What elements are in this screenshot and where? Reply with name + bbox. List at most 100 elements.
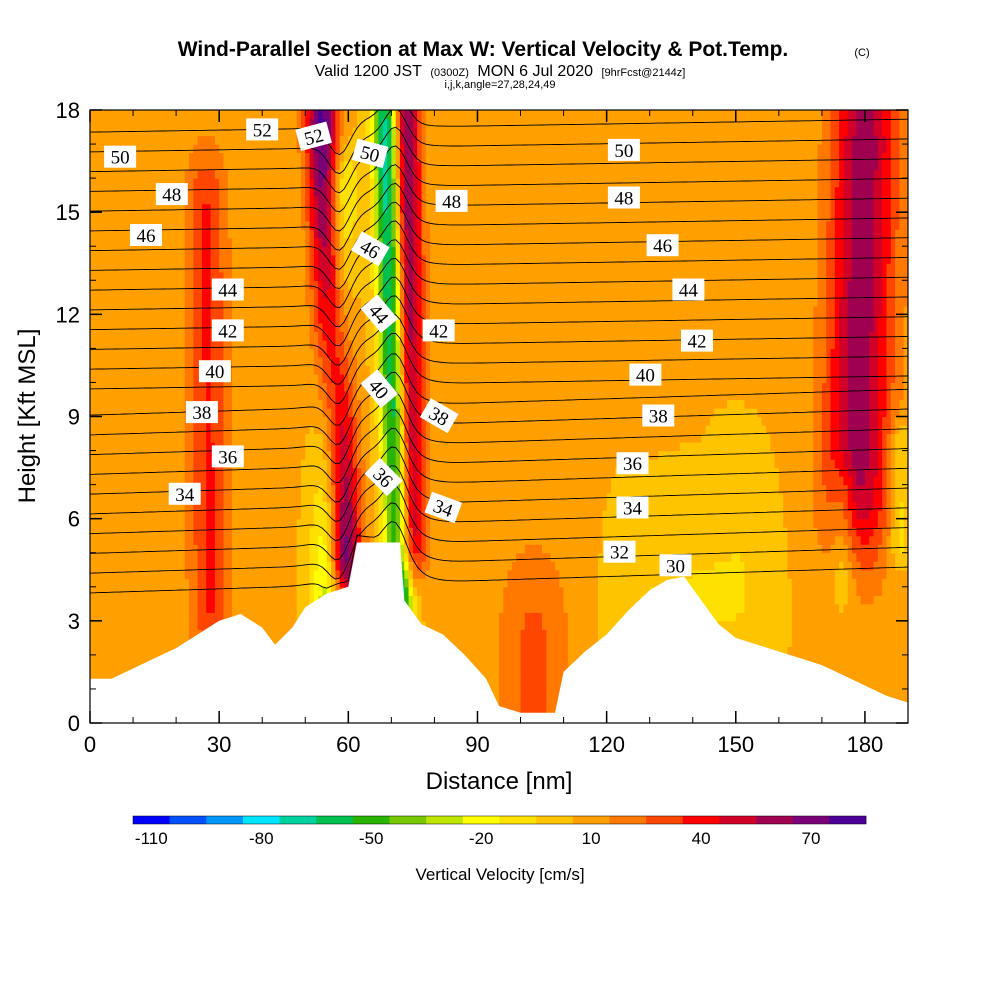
heat-cell bbox=[115, 118, 121, 128]
heat-cell bbox=[133, 365, 138, 375]
heat-cell bbox=[158, 263, 164, 273]
heat-cell bbox=[133, 646, 138, 656]
heat-cell bbox=[236, 501, 242, 511]
heat-cell bbox=[374, 178, 380, 188]
heat-cell bbox=[313, 518, 319, 528]
heat-cell bbox=[107, 288, 113, 298]
heat-cell bbox=[98, 322, 104, 332]
heat-cell bbox=[244, 348, 250, 358]
heat-cell bbox=[167, 433, 173, 443]
heat-cell bbox=[184, 459, 190, 469]
heat-cell bbox=[94, 169, 100, 179]
heat-cell bbox=[266, 297, 272, 307]
heat-cell bbox=[227, 595, 233, 605]
heat-cell bbox=[98, 178, 104, 188]
heat-cell bbox=[214, 603, 220, 613]
heat-cell bbox=[275, 595, 281, 605]
heat-cell bbox=[322, 544, 328, 554]
heat-cell bbox=[201, 544, 207, 554]
heat-cell bbox=[374, 169, 380, 179]
heat-cell bbox=[283, 620, 289, 630]
heat-cell bbox=[339, 237, 345, 247]
heat-cell bbox=[322, 493, 328, 503]
heat-cell bbox=[365, 195, 371, 205]
heat-cell bbox=[206, 305, 212, 315]
heat-cell bbox=[141, 339, 147, 349]
heat-cell bbox=[227, 127, 233, 137]
heat-cell bbox=[339, 127, 345, 137]
heat-cell bbox=[296, 407, 302, 418]
heat-cell bbox=[176, 467, 182, 477]
heat-cell bbox=[339, 433, 345, 443]
heat-cell bbox=[318, 390, 324, 401]
heat-cell bbox=[150, 493, 156, 503]
heat-cell bbox=[197, 237, 203, 247]
heat-cell bbox=[257, 450, 263, 460]
heat-cell bbox=[124, 425, 130, 435]
heat-cell bbox=[133, 484, 138, 494]
heat-cell bbox=[210, 237, 216, 247]
heat-cell bbox=[150, 314, 156, 324]
heat-cell bbox=[331, 280, 336, 290]
heat-cell bbox=[154, 356, 160, 367]
heat-cell bbox=[189, 288, 194, 298]
heat-cell bbox=[150, 135, 156, 145]
heat-cell bbox=[94, 297, 100, 307]
heat-cell bbox=[189, 127, 194, 137]
heat-cell bbox=[102, 467, 108, 477]
heat-cell bbox=[90, 671, 95, 682]
heat-cell bbox=[279, 390, 285, 401]
heat-cell bbox=[167, 373, 173, 384]
heat-cell bbox=[180, 476, 186, 486]
heat-cell bbox=[137, 195, 143, 205]
heat-cell bbox=[133, 254, 138, 264]
heat-cell bbox=[154, 637, 160, 647]
heat-cell bbox=[262, 603, 268, 613]
heat-cell bbox=[253, 612, 259, 622]
heat-cell bbox=[279, 612, 285, 622]
heat-cell bbox=[154, 416, 160, 426]
heat-cell bbox=[374, 425, 380, 435]
heat-cell bbox=[240, 297, 246, 307]
heat-cell bbox=[378, 186, 384, 196]
heat-cell bbox=[344, 382, 349, 392]
heat-cell bbox=[305, 152, 311, 162]
heat-cell bbox=[253, 161, 259, 171]
heat-cell bbox=[365, 365, 371, 375]
heat-cell bbox=[335, 348, 341, 358]
heat-cell bbox=[322, 561, 328, 571]
heat-cell bbox=[145, 407, 151, 418]
heat-cell bbox=[150, 620, 156, 630]
heat-cell bbox=[193, 586, 199, 596]
heat-cell bbox=[305, 178, 311, 188]
heat-cell bbox=[365, 476, 371, 486]
heat-cell bbox=[309, 339, 315, 349]
heat-cell bbox=[378, 169, 384, 179]
heat-cell bbox=[145, 254, 151, 264]
heat-cell bbox=[150, 501, 156, 511]
heat-cell bbox=[240, 178, 246, 188]
heat-cell bbox=[197, 476, 203, 486]
heat-cell bbox=[275, 195, 281, 205]
heat-cell bbox=[331, 373, 336, 384]
heat-cell bbox=[115, 603, 121, 613]
heat-cell bbox=[223, 135, 229, 145]
heat-cell bbox=[120, 348, 126, 358]
heat-cell bbox=[193, 212, 199, 222]
heat-cell bbox=[111, 212, 117, 222]
heat-cell bbox=[288, 407, 293, 418]
heat-cell bbox=[313, 195, 319, 205]
heat-cell bbox=[154, 407, 160, 418]
heat-cell bbox=[369, 407, 375, 418]
heat-cell bbox=[322, 373, 328, 384]
heat-cell bbox=[133, 271, 138, 281]
heat-cell bbox=[206, 493, 212, 503]
heat-cell bbox=[176, 220, 182, 230]
heat-cell bbox=[214, 135, 220, 145]
heat-cell bbox=[184, 544, 190, 554]
heat-cell bbox=[90, 390, 95, 401]
heat-cell bbox=[275, 169, 281, 179]
heat-cell bbox=[253, 527, 259, 537]
heat-cell bbox=[356, 484, 362, 494]
heat-cell bbox=[180, 203, 186, 213]
